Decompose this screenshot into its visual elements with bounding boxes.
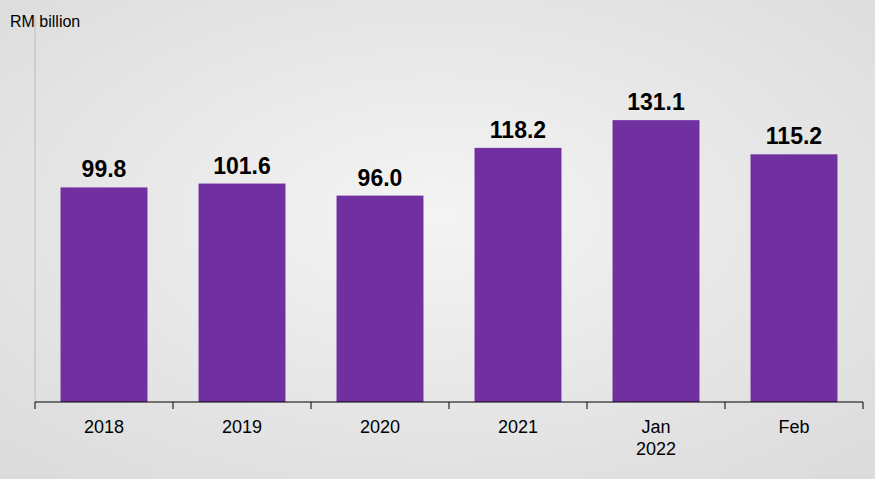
x-tick-label: 2018 — [84, 417, 124, 437]
x-tick-label-line: 2021 — [498, 417, 538, 437]
data-label: 118.2 — [490, 117, 546, 143]
bars — [61, 120, 838, 402]
data-label: 115.2 — [766, 123, 822, 149]
x-tick — [311, 402, 312, 409]
x-tick-label: 2020 — [360, 417, 400, 437]
data-label: 96.0 — [358, 165, 403, 191]
x-tick — [173, 402, 174, 409]
x-tick-label-line: Jan — [641, 417, 670, 437]
data-label: 99.8 — [82, 156, 127, 182]
x-tick-label: Jan2022 — [636, 417, 676, 459]
bar — [337, 196, 424, 402]
y-axis-line — [35, 15, 36, 402]
bar — [61, 187, 148, 402]
bar — [613, 120, 700, 402]
x-tick-label-line: 2022 — [636, 439, 676, 459]
x-tick — [35, 402, 36, 409]
x-tick-label: 2021 — [498, 417, 538, 437]
data-label: 131.1 — [627, 89, 685, 115]
x-tick-label-line: Feb — [778, 417, 809, 437]
x-tick — [587, 402, 588, 409]
background — [0, 0, 875, 479]
bar — [751, 154, 838, 402]
bar — [475, 148, 562, 402]
x-tick-label-line: 2018 — [84, 417, 124, 437]
x-tick-label: Feb — [778, 417, 809, 437]
bar — [199, 184, 286, 402]
x-tick — [449, 402, 450, 409]
x-tick — [725, 402, 726, 409]
x-tick-label-line: 2019 — [222, 417, 262, 437]
x-tick-label-line: 2020 — [360, 417, 400, 437]
x-tick-label: 2019 — [222, 417, 262, 437]
chart: RM billion 99.8 101.6 96.0 118.2 131.1 115.2 20… — [0, 0, 875, 479]
x-tick — [863, 402, 864, 409]
data-label: 101.6 — [213, 153, 271, 179]
y-axis-label: RM billion — [10, 13, 80, 30]
